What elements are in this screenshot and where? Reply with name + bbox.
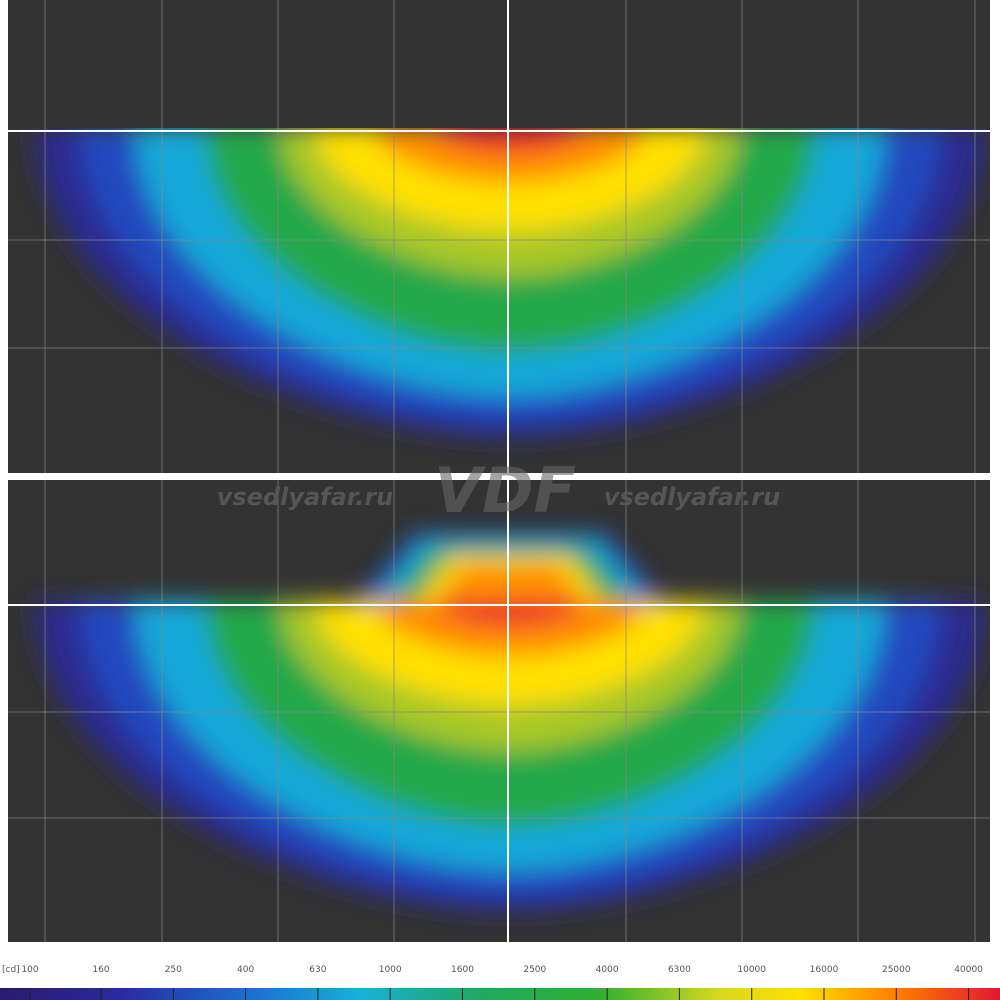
legend-label: 2500	[523, 965, 546, 975]
legend-label: 100	[21, 965, 38, 975]
beam-layers	[35, 533, 985, 911]
watermark-logo: VDF	[434, 454, 576, 527]
legend-label: 400	[237, 965, 254, 975]
watermark-left: vsedlyafar.ru	[217, 483, 394, 511]
legend-label: 10000	[737, 965, 766, 975]
beam-layer	[375, 128, 645, 182]
legend-label: 40000	[954, 965, 983, 975]
legend-unit: [cd]	[2, 965, 20, 975]
legend-label: 250	[165, 965, 182, 975]
legend-label: 630	[309, 965, 326, 975]
beam-layer	[375, 601, 645, 656]
legend-label: 4000	[596, 965, 619, 975]
color-bar	[0, 988, 1000, 1000]
legend-label: 1000	[379, 965, 402, 975]
legend-label: 25000	[882, 965, 911, 975]
beam-pattern	[35, 533, 985, 911]
legend-label: 160	[92, 965, 109, 975]
beam-bump	[430, 565, 590, 610]
legend-label: 6300	[668, 965, 691, 975]
beam-layers	[35, 128, 985, 437]
beam-layer	[435, 128, 585, 151]
beam-pattern	[35, 128, 985, 437]
legend-label: 1600	[451, 965, 474, 975]
watermark-right: vsedlyafar.ru	[604, 483, 781, 511]
legend-label: 16000	[810, 965, 839, 975]
beam-layer	[435, 601, 585, 625]
